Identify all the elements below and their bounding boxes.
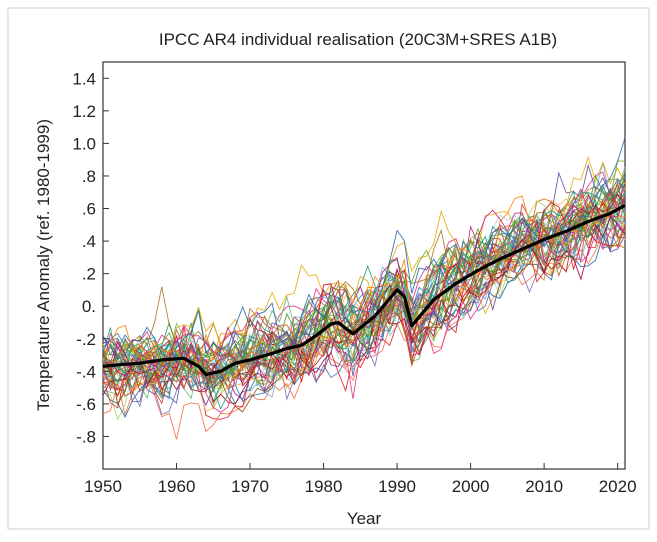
x-tick-label: 1990 <box>378 477 416 496</box>
mean-line <box>102 203 626 377</box>
realisation-line <box>102 226 626 440</box>
y-tick-label: -.4 <box>76 362 96 381</box>
y-tick-label: -.6 <box>76 395 96 414</box>
y-tick-label: .8 <box>82 167 96 186</box>
plot-area <box>102 61 626 470</box>
realisation-line <box>102 171 626 368</box>
y-axis: 1.4 1.2 1.0 .8 .6 .4 .2 0. -.2 -.4 -.6 -.8 <box>72 69 109 446</box>
y-tick-label: .4 <box>82 232 96 251</box>
realisation-line <box>102 192 626 390</box>
x-tick-label: 1950 <box>84 477 122 496</box>
y-tick-label: 1.0 <box>72 134 96 153</box>
y-tick-label: 1.2 <box>72 102 96 121</box>
realisation-line <box>102 207 626 382</box>
realisation-line <box>102 177 626 394</box>
realisation-line <box>102 183 626 391</box>
x-axis: 1950 1960 1970 1980 1990 2000 2010 2020 <box>84 463 637 496</box>
chart-title: IPCC AR4 individual realisation (20C3M+S… <box>159 30 557 49</box>
realisation-lines <box>102 137 626 440</box>
realisation-line <box>102 194 626 380</box>
realisation-line <box>102 174 626 400</box>
realisation-line <box>102 155 626 363</box>
x-tick-label: 1960 <box>158 477 196 496</box>
y-tick-label: .6 <box>82 200 96 219</box>
realisation-line <box>102 137 626 360</box>
mean-line-layer <box>102 203 626 377</box>
y-tick-label: 0. <box>82 297 96 316</box>
y-tick-label: 1.4 <box>72 69 96 88</box>
y-tick-label: -.8 <box>76 427 96 446</box>
x-tick-label: 2010 <box>525 477 563 496</box>
y-tick-label: -.2 <box>76 330 96 349</box>
y-tick-label: .2 <box>82 265 96 284</box>
y-axis-label: Temperature Anomaly (ref. 1980-1999) <box>34 119 53 411</box>
realisation-line <box>102 194 626 391</box>
x-tick-label: 2020 <box>599 477 637 496</box>
x-tick-label: 1970 <box>231 477 269 496</box>
x-tick-label: 1980 <box>305 477 343 496</box>
x-axis-label: Year <box>347 509 382 528</box>
x-tick-label: 2000 <box>452 477 490 496</box>
